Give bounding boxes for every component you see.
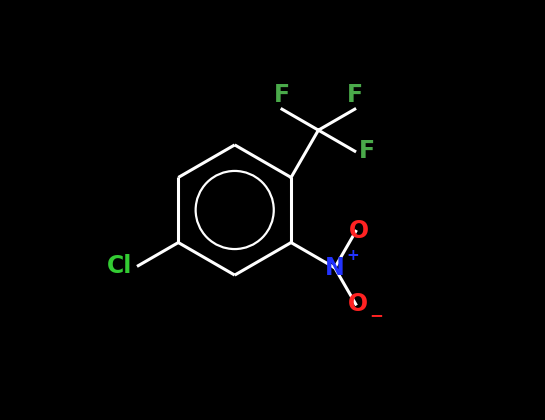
Text: N: N xyxy=(325,256,344,280)
Text: −: − xyxy=(369,306,383,324)
Text: O: O xyxy=(349,219,369,243)
Text: F: F xyxy=(359,139,375,163)
Text: O: O xyxy=(348,292,368,316)
Text: +: + xyxy=(346,248,359,262)
Text: F: F xyxy=(274,83,290,107)
Text: F: F xyxy=(347,83,363,107)
Text: Cl: Cl xyxy=(107,254,132,278)
